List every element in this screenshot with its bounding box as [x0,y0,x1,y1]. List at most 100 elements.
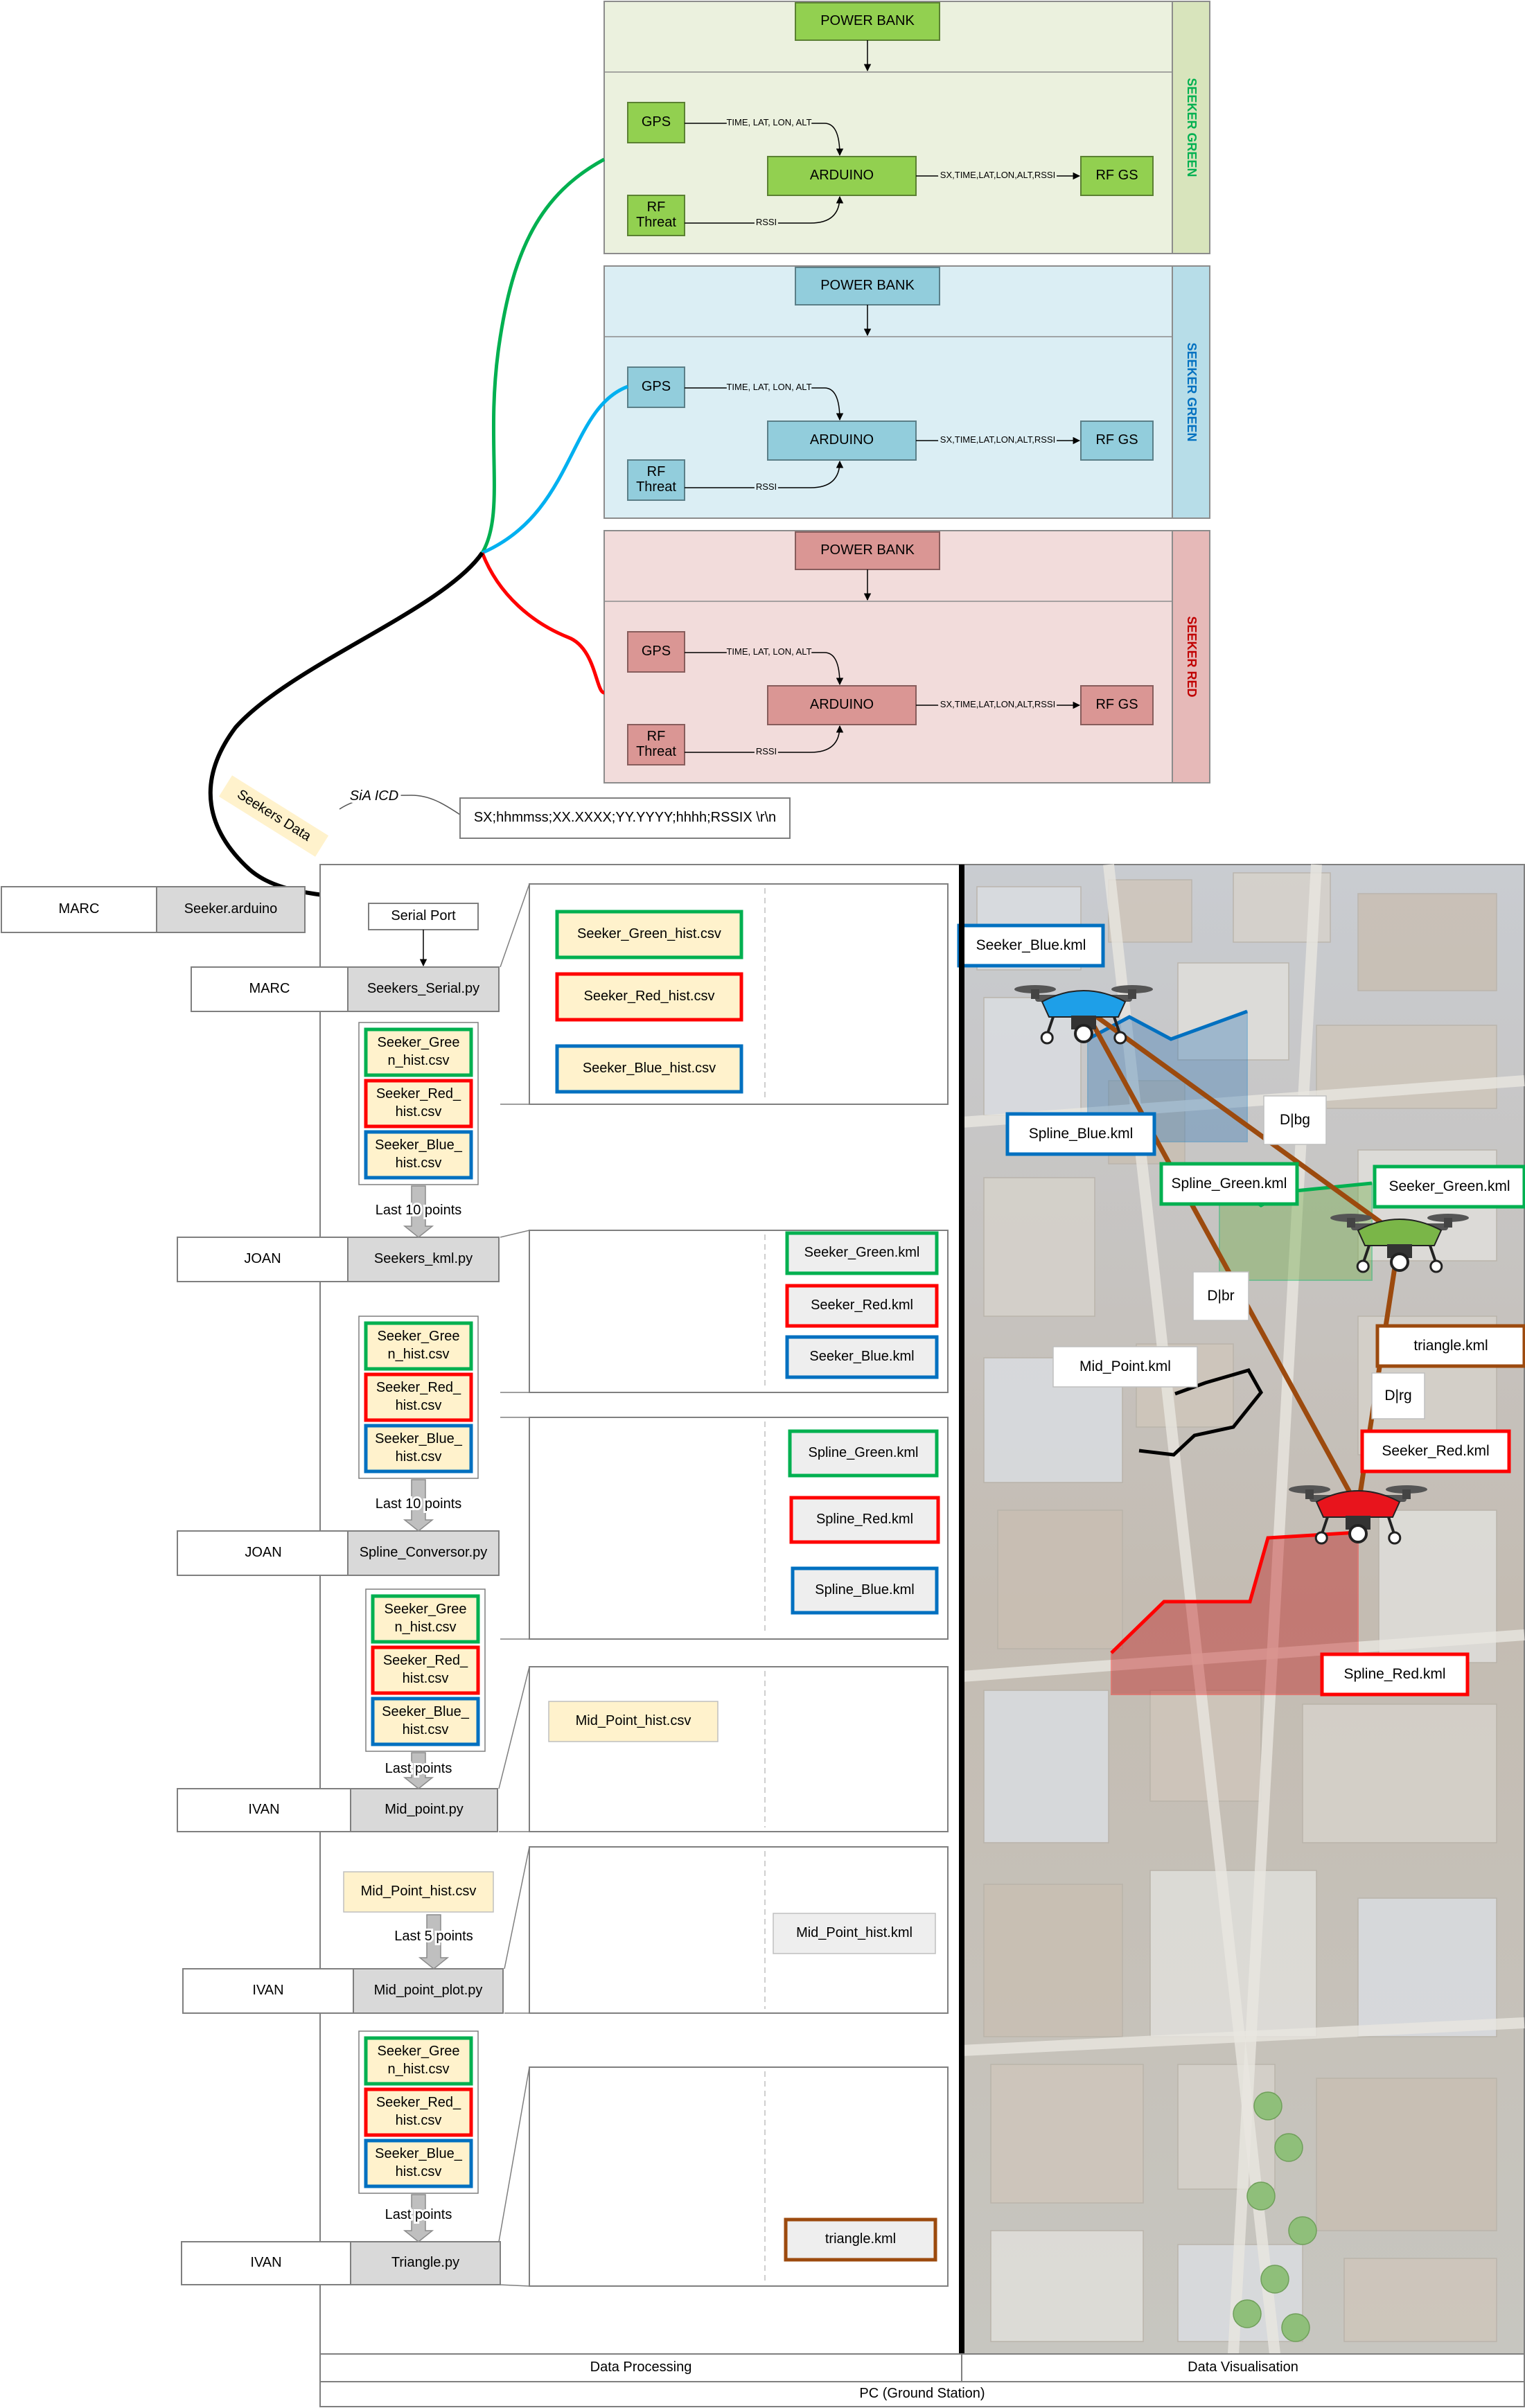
marc-arduino-row: MARC Seeker.arduino [1,886,306,933]
rf-threat-box: RF Threat [627,724,685,765]
csv-file-blue-frame [364,2139,473,2188]
kml-blue: Seeker_Blue.kml [785,1335,939,1379]
vis-spline-green-label: Spline_Green.kml [1172,1176,1287,1192]
rf-to-arduino [685,195,844,224]
rf-threat-box: RF Threat [627,195,685,236]
vis-spline-blue-frame [1005,1112,1156,1156]
rf-threat-box-frame [627,724,685,765]
arrow-4 [418,1914,450,1969]
power-bank-box-label: POWER BANK [820,542,915,558]
seeker-panel-frame [603,1,1173,254]
rf-threat-box-label: RF Threat [636,729,676,759]
map-building [1177,962,1289,1061]
drone-camera [1390,1252,1409,1272]
csv-file-green-frame [364,1321,473,1371]
map-building [1316,2078,1497,2231]
kml-green: Seeker_Green.kml [785,1231,939,1275]
arrow-label-2: Last 10 points [376,1496,462,1512]
script-box-frame [350,1788,498,1832]
arduino-box-frame [767,685,917,725]
owner-box-label: IVAN [250,2255,281,2270]
output-panel-spline: Spline_Green.kml Spline_Red.kml Spline_Blu… [500,1417,949,1640]
kml-green-label: Seeker_Green.kml [804,1245,920,1260]
output-panel-serial: Seeker_Green_hist.csv Seeker_Red_hist.csv… [500,883,949,1105]
seeker-panel-blue: SEEKER GREEN POWER BANK GPS RF Threat ARDUINO… [603,265,1210,519]
script-box-label: Seekers_Serial.py [367,981,479,996]
callout-top [498,2066,530,2242]
csv-file-green-label: Seeker_Gree n_hist.csv [378,1329,460,1362]
icd-format-box-frame [459,797,791,839]
serial-blue-csv: Seeker_Blue_hist.csv [555,1044,743,1094]
stage-mid-point-plot: IVAN Mid_point_plot.py [182,1968,504,2014]
map-building [1357,893,1497,991]
rf-threat-box-frame [627,459,685,501]
blue-cable [482,384,628,555]
csv-file-green-frame [371,1594,480,1644]
stage-triangle: IVAN Triangle.py [181,2241,501,2285]
midpoint-csv-output: Mid_Point_hist.csv [548,1701,719,1742]
output-panel-kml: Seeker_Green.kml Seeker_Red.kml Seeker_Blu… [500,1230,949,1393]
drone-foot [1388,1531,1402,1545]
gps-to-arduino [685,123,844,157]
icd-format-box: SX;hhmmss;XX.XXXX;YY.YYYY;hhhh;RSSIX \r\… [459,797,791,839]
drone-camera-mount [1346,1516,1370,1530]
arduino-box: ARDUINO [767,685,917,725]
csv-file-red-label: Seeker_Red_ hist.csv [383,1653,468,1686]
kml-green-frame [785,1231,939,1275]
output-panel-triangle: triangle.kml [498,2066,949,2287]
drone-camera [1074,1024,1093,1043]
vis-mid-point-label: Mid_Point.kml [1079,1358,1171,1374]
rssi-link-label: RSSI [756,746,777,756]
rf-gs-box-label: RF GS [1095,168,1138,183]
triangle-lines [1081,1005,1402,1515]
rf-threat-box-label: RF Threat [636,200,676,230]
seekers-data-label: Seekers Data [234,787,314,844]
serial-red-csv-frame [555,972,743,1022]
stage-spline-conversor: JOAN Spline_Conversor.py [177,1530,500,1576]
ground-station-footer: Data Processing Data Visualisation PC (Gro… [319,2353,1525,2407]
kml-red-frame [785,1284,939,1328]
owner-box-label: JOAN [244,1251,281,1266]
rf-threat-box-label: RF Threat [636,464,676,495]
script-box-label: Seeker.arduino [184,901,278,917]
seekers-data-tag: Seekers Data [218,775,329,857]
csv-group-4: Seeker_Gree n_hist.csv Seeker_Red_ hist.csv… [358,2030,479,2194]
vis-d-br: D|br [1192,1271,1249,1321]
spline-red-line [1110,1530,1359,1654]
kml-red: Seeker_Red.kml [785,1284,939,1328]
rf-threat-box-frame [627,195,685,236]
gps-box-frame [627,102,685,143]
map-tree [1246,2181,1276,2211]
drone-camera-mount [1387,1244,1412,1258]
vis-d-rg-frame [1371,1372,1425,1419]
csv-file-blue: Seeker_Blue_ hist.csv [364,1130,473,1180]
gps-box-frame [627,366,685,408]
serial-port-box: Serial Port [368,903,479,930]
drone-motor [1402,1489,1411,1499]
rf-to-arduino [685,725,844,753]
map-tree [1281,2313,1310,2342]
csv-file-green-label: Seeker_Gree n_hist.csv [385,1602,467,1635]
kml-blue-frame [785,1335,939,1379]
map-tree [1288,2216,1317,2245]
drone-green [1330,1214,1469,1273]
output-panel-midpoint: Mid_Point_hist.csv [498,1666,949,1832]
drone-camera [1348,1524,1368,1543]
spline-blue-frame [791,1566,939,1615]
csv-file-red-label: Seeker_Red_ hist.csv [376,2095,461,2128]
map-building [1108,879,1192,943]
rf-gs-box-frame [1080,420,1154,461]
csv-file-blue-label: Seeker_Blue_ hist.csv [375,1431,463,1464]
vis-seeker-red-frame [1360,1429,1511,1473]
midpoint-csv-output-frame [548,1701,719,1742]
csv-group-2: Seeker_Gree n_hist.csv Seeker_Red_ hist.csv… [358,1316,479,1479]
drone-body [1357,1219,1443,1246]
mid-point-input-csv-label: Mid_Point_hist.csv [361,1884,477,1899]
script-box-frame [350,2241,501,2285]
script-box-label: Mid_point_plot.py [374,1983,483,1998]
footer-data-visualisation-frame [961,2353,1525,2382]
gps-box-label: GPS [642,644,671,659]
footer-pc-ground-station: PC (Ground Station) [319,2381,1525,2407]
arrow-5 [403,2194,434,2242]
